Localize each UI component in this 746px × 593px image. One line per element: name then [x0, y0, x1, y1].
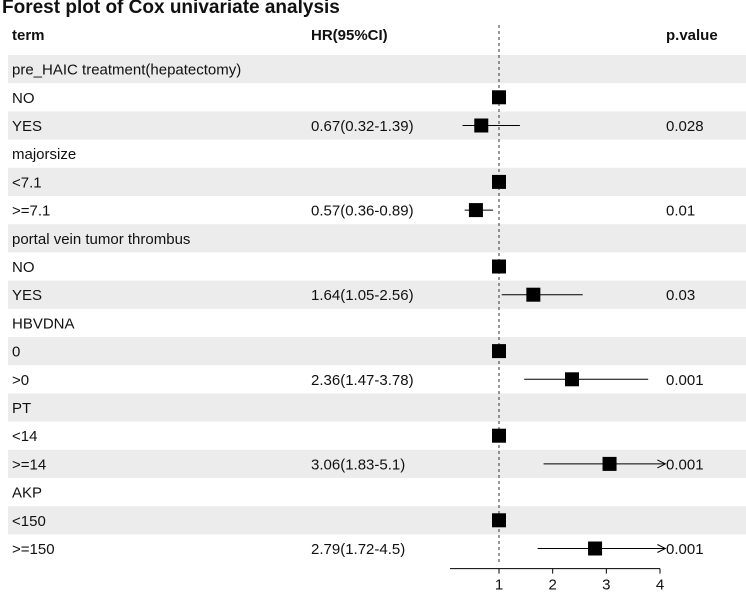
term-label: <14 [12, 428, 37, 445]
row-background [8, 506, 746, 535]
reference-marker [492, 90, 506, 105]
hr-point-marker [474, 118, 489, 133]
term-label: NO [12, 259, 35, 276]
term-label: >0 [12, 372, 29, 389]
term-label: AKP [12, 485, 42, 502]
row-background [8, 55, 746, 84]
term-label: <7.1 [12, 174, 42, 191]
reference-marker [492, 174, 506, 189]
reference-marker [492, 513, 506, 528]
term-label: HBVDNA [12, 315, 75, 332]
term-label: YES [12, 287, 42, 304]
hr-ci-label: 2.79(1.72-4.5) [311, 541, 405, 558]
hr-ci-label: 0.57(0.36-0.89) [311, 203, 414, 220]
term-label: >=7.1 [12, 203, 50, 220]
chart-title: Forest plot of Cox univariate analysis [2, 0, 340, 18]
term-label: YES [12, 118, 42, 135]
reference-marker [492, 428, 506, 443]
hr-point-marker [602, 456, 617, 471]
p-value-label: 0.028 [666, 118, 704, 135]
reference-marker [492, 259, 506, 274]
hr-ci-label: 0.67(0.32-1.39) [311, 118, 414, 135]
term-label: NO [12, 90, 35, 107]
p-value-label: 0.03 [666, 287, 695, 304]
hr-ci-label: 1.64(1.05-2.56) [311, 287, 414, 304]
row-background [8, 167, 746, 196]
x-tick-label: 1 [495, 577, 503, 593]
p-value-column-header: p.value [666, 27, 718, 44]
term-label: pre_HAIC treatment(hepatectomy) [12, 62, 241, 79]
hr-column-header: HR(95%CI) [311, 27, 388, 44]
p-value-label: 0.001 [666, 541, 704, 558]
row-background [8, 337, 746, 366]
hr-point-marker [526, 287, 541, 302]
row-background [8, 280, 746, 309]
reference-marker [492, 344, 506, 359]
hr-point-marker [468, 203, 483, 218]
hr-point-marker [564, 372, 579, 387]
ci-arrow [657, 544, 667, 553]
row-background [8, 224, 746, 253]
row-background [8, 393, 746, 422]
hr-ci-label: 2.36(1.47-3.78) [311, 372, 414, 389]
term-label: PT [12, 400, 31, 417]
term-column-header: term [12, 27, 45, 44]
term-label: <150 [12, 513, 46, 530]
hr-ci-label: 3.06(1.83-5.1) [311, 456, 405, 473]
ci-arrow [657, 459, 667, 469]
p-value-label: 0.001 [666, 372, 704, 389]
row-background [8, 111, 746, 140]
term-label: >=150 [12, 541, 55, 558]
x-tick-label: 2 [548, 577, 556, 593]
p-value-label: 0.001 [666, 456, 704, 473]
term-label: 0 [12, 344, 20, 361]
term-label: majorsize [12, 146, 76, 163]
term-label: >=14 [12, 456, 46, 473]
x-tick-label: 4 [656, 577, 664, 593]
term-label: portal vein tumor thrombus [12, 231, 190, 248]
hr-point-marker [588, 541, 603, 556]
x-tick-label: 3 [602, 577, 610, 593]
p-value-label: 0.01 [666, 203, 695, 220]
